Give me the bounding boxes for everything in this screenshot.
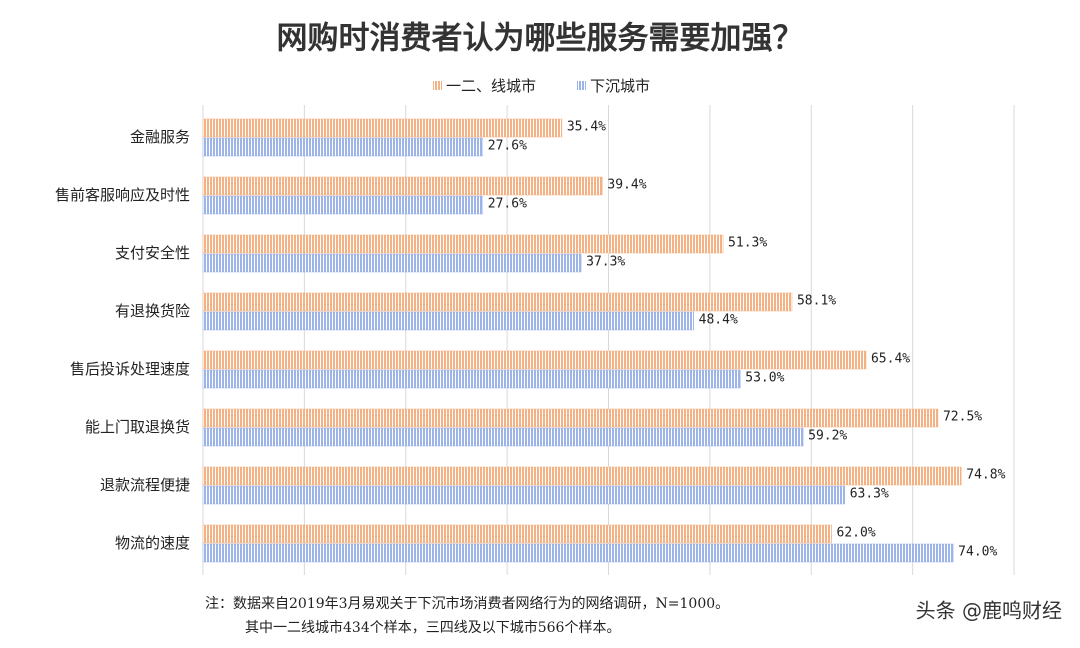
- bar: [202, 485, 845, 505]
- value-label: 63.3%: [850, 487, 889, 502]
- legend-swatch: [577, 81, 586, 90]
- chart-title: 网购时消费者认为哪些服务需要加强？: [277, 21, 804, 57]
- value-label: 48.4%: [699, 313, 738, 328]
- y-tick-label: 退款流程便捷: [100, 476, 190, 494]
- y-tick-label: 售前客服响应及时性: [55, 186, 190, 204]
- bar: [202, 543, 954, 563]
- y-tick-label: 金融服务: [130, 128, 190, 146]
- bar: [202, 118, 563, 138]
- value-label: 35.4%: [567, 120, 606, 135]
- value-label: 74.8%: [966, 468, 1005, 483]
- value-label: 39.4%: [607, 178, 646, 193]
- legend-swatch: [433, 81, 442, 90]
- legend-label: 一二、线城市: [446, 77, 536, 95]
- value-label: 53.0%: [745, 371, 784, 386]
- note: 注：数据来自2019年3月易观关于下沉市场消费者网络行为的网络调研，N=1000…: [205, 595, 729, 612]
- y-tick-label: 售后投诉处理速度: [70, 360, 190, 378]
- value-label: 37.3%: [586, 255, 625, 270]
- bar: [202, 427, 804, 447]
- value-label: 58.1%: [797, 294, 836, 309]
- y-tick-label: 能上门取退换货: [85, 418, 190, 436]
- bar: [202, 253, 582, 273]
- note: 其中一二线城市434个样本，三四线及以下城市566个样本。: [245, 619, 620, 636]
- value-label: 27.6%: [488, 197, 527, 212]
- legend-label: 下沉城市: [590, 77, 650, 95]
- watermark: 头条 @鹿鸣财经: [916, 599, 1062, 623]
- y-tick-label: 有退换货险: [115, 302, 190, 320]
- y-tick-label: 支付安全性: [115, 244, 190, 262]
- bar: [202, 408, 939, 428]
- bar: [202, 524, 832, 544]
- value-label: 27.6%: [488, 139, 527, 154]
- bar: [202, 137, 484, 157]
- value-label: 72.5%: [943, 410, 982, 425]
- bar: [202, 350, 867, 370]
- value-label: 62.0%: [837, 526, 876, 541]
- value-label: 65.4%: [871, 352, 910, 367]
- bar: [202, 369, 741, 389]
- bar: [202, 176, 603, 196]
- value-label: 74.0%: [958, 545, 997, 560]
- bar: [202, 311, 694, 331]
- bar: [202, 292, 793, 312]
- bar: [202, 234, 724, 254]
- bar: [202, 466, 962, 486]
- bar: [202, 195, 484, 215]
- value-label: 51.3%: [728, 236, 767, 251]
- value-label: 59.2%: [808, 429, 847, 444]
- y-tick-label: 物流的速度: [115, 534, 190, 552]
